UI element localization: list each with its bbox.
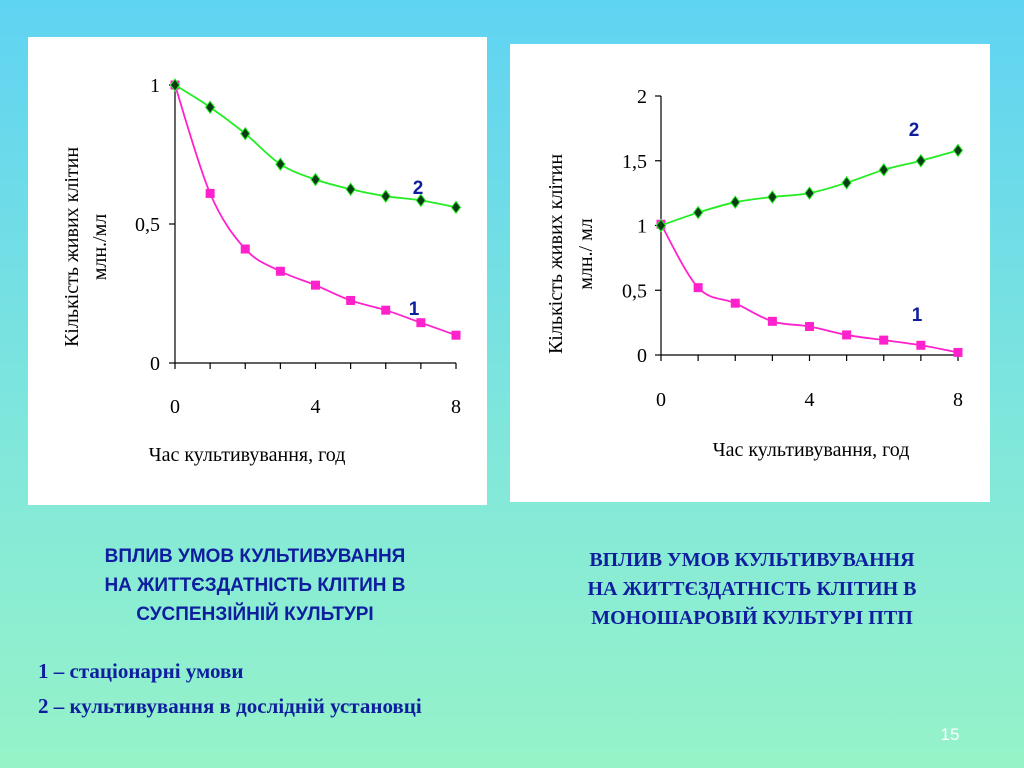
page-number: 15 (940, 725, 960, 744)
series-2-point (380, 189, 391, 204)
series-1-point (381, 305, 391, 315)
series-1-line (660, 223, 959, 354)
series-2-point (345, 182, 356, 197)
series-1-point (416, 318, 426, 328)
series-1-point (451, 330, 461, 340)
series-2-point (205, 100, 216, 115)
legend-item-1: 1 – стаціонарні умови (38, 659, 244, 683)
series-1-label: 1 (912, 305, 923, 326)
series-1-point (311, 280, 320, 290)
series-1-point (953, 347, 963, 357)
series-1-label: 1 (409, 299, 420, 320)
x-axis-title: Час культивування, год (149, 444, 346, 466)
series-2-point (767, 190, 778, 204)
series-2-point (450, 200, 462, 215)
x-axis-title: Час культивування, год (713, 439, 910, 461)
y-axis-title-line: млн./мл (89, 214, 111, 281)
caption-line: НА ЖИТТЄЗДАТНІСТЬ КЛІТИН В (104, 575, 406, 596)
series-2-point (169, 78, 181, 92)
legend-item-2: 2 – культивування в дослідній установці (38, 694, 422, 718)
series-1-point (693, 283, 703, 293)
series-2-point (730, 195, 741, 210)
series-2-label: 2 (909, 120, 920, 141)
x-tick-label: 4 (311, 396, 321, 418)
legend: 1 – стаціонарні умови 2 – культивування … (38, 654, 422, 724)
series-1-point (879, 335, 889, 345)
series-2-label: 2 (413, 178, 424, 199)
y-axis-title-line: Кількість живих клітин (61, 147, 83, 347)
x-tick-label: 0 (170, 396, 180, 418)
series-1-point (275, 266, 285, 276)
caption-line: ВПЛИВ УМОВ КУЛЬТИВУВАННЯ (589, 549, 915, 571)
chart-suspension-plot: 0 0,5 1 0 4 8 Час культивування, год Кількість … (61, 75, 462, 466)
y-axis-title-line: Кількість живих клітин (545, 154, 567, 354)
y-tick-label: 1 (637, 216, 647, 238)
y-tick-label: 1,5 (622, 151, 647, 173)
series-2-point (275, 157, 286, 172)
caption-line: НА ЖИТТЄЗДАТНІСТЬ КЛІТИН В (587, 578, 917, 600)
chart-suspension: 0 0,5 1 0 4 8 Час культивування, год Кількість … (28, 37, 487, 505)
caption-line: МОНОШАРОВІЙ КУЛЬТУРІ ПТП (591, 607, 913, 629)
caption-suspension: ВПЛИВ УМОВ КУЛЬТИВУВАННЯ НА ЖИТТЄЗДАТНІС… (40, 542, 470, 629)
x-tick-label: 4 (805, 389, 815, 411)
series-2-point (655, 218, 667, 233)
series-1-point (730, 298, 740, 308)
caption-line: ВПЛИВ УМОВ КУЛЬТИВУВАННЯ (104, 546, 406, 567)
x-tick-label: 8 (451, 396, 461, 418)
series-2-point (693, 205, 704, 220)
caption-monolayer: ВПЛИВ УМОВ КУЛЬТИВУВАННЯ НА ЖИТТЄЗДАТНІС… (522, 546, 982, 633)
series-2-point (915, 153, 926, 168)
series-1-point (842, 330, 852, 340)
series-2-point (310, 172, 321, 187)
series-2-point (415, 193, 426, 208)
series-1-point (346, 295, 356, 305)
series-2-point (240, 126, 251, 141)
y-tick-label: 2 (637, 86, 647, 108)
x-tick-label: 0 (656, 389, 666, 411)
y-axis-title-line: млн./ мл (575, 218, 597, 290)
series-2-point (841, 175, 852, 190)
series-1-point (805, 322, 814, 332)
y-tick-label: 0 (637, 345, 647, 367)
x-tick-label: 8 (953, 389, 963, 411)
series-2-point (804, 186, 815, 200)
caption-line: СУСПЕНЗІЙНІЙ КУЛЬТУРІ (136, 604, 374, 625)
chart-monolayer-plot: 0 0,5 1 1,5 2 0 4 8 Час культивування, год Кількі… (545, 86, 964, 461)
y-tick-label: 0 (150, 353, 160, 375)
series-1-point (767, 316, 777, 326)
y-tick-label: 0,5 (135, 214, 160, 236)
series-2-point (952, 143, 964, 158)
y-tick-label: 0,5 (622, 280, 647, 302)
chart-monolayer: 0 0,5 1 1,5 2 0 4 8 Час культивування, год Кількі… (510, 44, 990, 502)
series-1-point (205, 188, 215, 198)
series-1-point (916, 340, 926, 350)
series-2-point (878, 162, 889, 177)
series-1-line (174, 84, 457, 337)
y-tick-label: 1 (150, 75, 160, 97)
series-1-point (240, 244, 250, 254)
